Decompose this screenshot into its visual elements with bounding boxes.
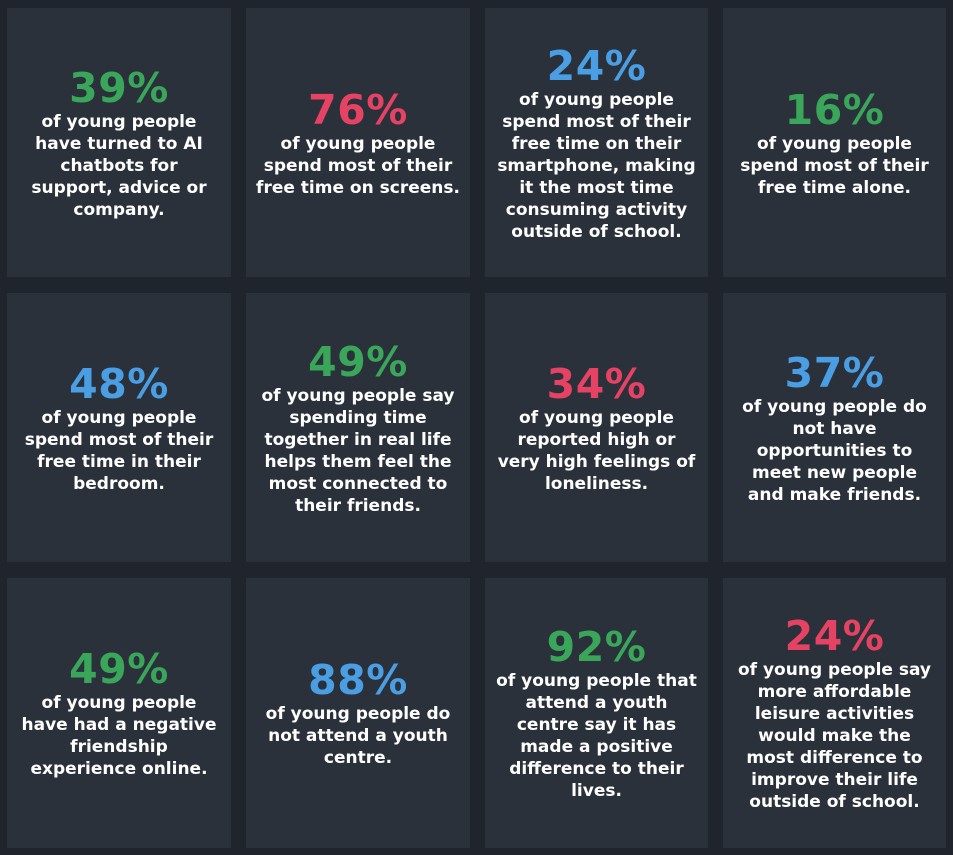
- stat-value: 76%: [308, 85, 408, 134]
- stat-card: 49% of young people have had a negative …: [7, 578, 231, 848]
- stat-value: 49%: [308, 337, 408, 386]
- stat-value: 24%: [546, 41, 647, 90]
- stat-value: 88%: [308, 656, 408, 704]
- stat-description: of young people spend most of their free…: [497, 89, 696, 242]
- stat-description: of young people have turned to AI chatbo…: [31, 111, 207, 220]
- stat-description: of young people say spending time togeth…: [261, 385, 455, 516]
- stat-description: of young people that attend a youth cent…: [496, 671, 697, 801]
- stat-value: 24%: [784, 612, 885, 660]
- stat-card: 39% of young people have turned to AI ch…: [7, 8, 231, 277]
- stat-card: 24% of young people spend most of their …: [485, 8, 708, 277]
- stat-card: 49% of young people say spending time to…: [246, 293, 470, 562]
- stat-description: of young people do not attend a youth ce…: [265, 704, 451, 768]
- stat-description: of young people spend most of their free…: [740, 133, 929, 198]
- stat-card: 76% of young people spend most of their …: [246, 8, 470, 277]
- stat-description: of young people spend most of their free…: [24, 407, 214, 494]
- stat-card: 34% of young people reported high or ver…: [485, 293, 708, 562]
- stat-value: 49%: [69, 645, 169, 693]
- stat-card: 88% of young people do not attend a yout…: [246, 578, 470, 848]
- stat-description: of young people have had a negative frie…: [21, 693, 217, 779]
- stat-card: 37% of young people do not have opportun…: [723, 293, 946, 562]
- stat-card: 92% of young people that attend a youth …: [485, 578, 708, 848]
- stat-description: of young people do not have opportunitie…: [742, 396, 927, 505]
- stat-card: 48% of young people spend most of their …: [7, 293, 231, 562]
- stat-value: 48%: [69, 359, 169, 408]
- stat-description: of young people say more affordable leis…: [737, 660, 932, 812]
- stat-value: 39%: [69, 63, 169, 112]
- stat-value: 34%: [546, 359, 647, 408]
- stat-card: 16% of young people spend most of their …: [723, 8, 946, 277]
- stat-card: 24% of young people say more affordable …: [723, 578, 946, 848]
- stat-description: of young people reported high or very hi…: [497, 407, 696, 494]
- stat-description: of young people spend most of their free…: [256, 133, 460, 198]
- stat-value: 16%: [784, 85, 885, 134]
- stat-value: 92%: [546, 623, 647, 671]
- stat-value: 37%: [784, 348, 885, 397]
